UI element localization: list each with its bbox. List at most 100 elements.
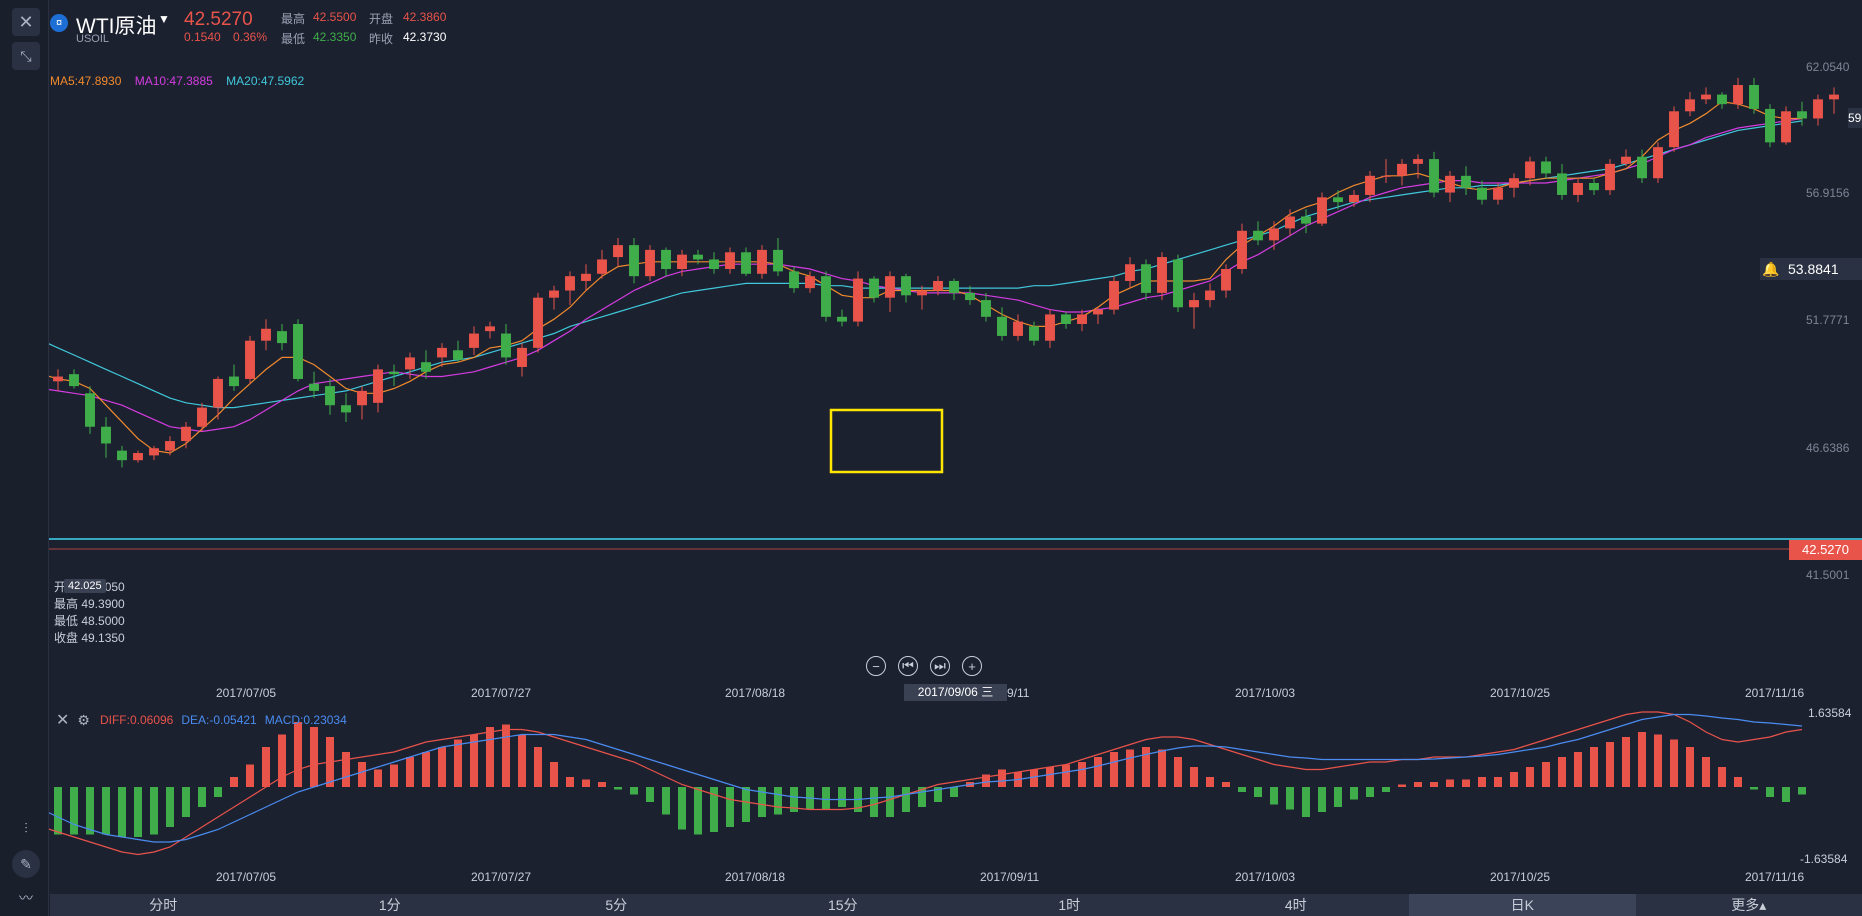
candle-body xyxy=(1525,161,1535,179)
macd-bar xyxy=(134,787,142,837)
candle-body xyxy=(1765,108,1775,143)
candle-body xyxy=(1205,290,1215,301)
close-icon[interactable]: ✕ xyxy=(12,8,40,36)
tab-timeframe[interactable]: 1分 xyxy=(378,897,401,913)
jump-start-icon[interactable]: ⏮ xyxy=(898,656,918,676)
candle-body xyxy=(1797,111,1807,119)
macd-bar xyxy=(1494,777,1502,787)
price-axis-label: 62.0540 xyxy=(1806,60,1850,74)
macd-bar xyxy=(1030,769,1038,787)
candle-body xyxy=(741,252,751,274)
macd-close-icon[interactable]: ✕ xyxy=(56,712,70,729)
candle-body xyxy=(1061,314,1071,324)
macd-bar xyxy=(1046,767,1054,787)
macd-axis-top: 1.63584 xyxy=(1808,706,1852,720)
candle-body xyxy=(1349,194,1359,203)
candle-body xyxy=(341,405,351,413)
macd-bar xyxy=(1446,779,1454,787)
tab-timeframe[interactable]: 15分 xyxy=(827,897,858,913)
macd-bar xyxy=(1094,757,1102,787)
zoom-out-icon[interactable]: − xyxy=(866,656,886,676)
candle-body xyxy=(997,316,1007,336)
candle-body xyxy=(1669,111,1679,148)
macd-bar xyxy=(646,787,654,802)
candle-style-icon[interactable]: ⫶ xyxy=(24,819,28,836)
candle-body xyxy=(181,426,191,442)
indicator-icon[interactable]: 〰 xyxy=(19,890,33,906)
zoom-in-icon[interactable]: + xyxy=(962,656,982,676)
macd-bar xyxy=(1270,787,1278,805)
symbol-dropdown-icon[interactable]: ▼ xyxy=(158,12,170,26)
macd-bar xyxy=(758,787,766,817)
macd-bar xyxy=(1382,787,1390,792)
tab-timeframe-active[interactable]: 日K xyxy=(1409,894,1636,916)
macd-bar xyxy=(102,787,110,835)
macd-bar xyxy=(1206,777,1214,787)
tab-timeframe[interactable]: 4时 xyxy=(1284,897,1307,913)
bell-icon[interactable]: 🔔 xyxy=(1762,261,1780,277)
macd-bar xyxy=(598,782,606,787)
candle-body xyxy=(261,328,271,341)
candle-body xyxy=(1637,156,1647,179)
macd-bar xyxy=(1734,777,1742,787)
macd-bar xyxy=(438,747,446,787)
macd-bar xyxy=(358,762,366,787)
date-axis-label: 9/11 xyxy=(1007,686,1030,700)
alert-price-tag[interactable]: 🔔 53.8841 xyxy=(1760,258,1862,280)
macd-bar xyxy=(1750,787,1758,790)
tab-timeframe[interactable]: 1时 xyxy=(1058,897,1081,913)
candle-body xyxy=(1397,163,1407,176)
collapse-icon[interactable]: ⤡ xyxy=(12,42,40,70)
symbol-name[interactable]: WTI原油 xyxy=(76,15,157,38)
macd-bar xyxy=(518,734,526,787)
candle-body xyxy=(1141,264,1151,293)
candle-body xyxy=(1493,187,1503,200)
candle-body xyxy=(1413,159,1423,164)
candle-body xyxy=(1269,228,1279,241)
macd-bar xyxy=(1142,747,1150,787)
candle-body xyxy=(1253,230,1263,241)
candle-body xyxy=(597,259,607,274)
macd-bar xyxy=(1574,752,1582,787)
candle-body xyxy=(1477,187,1487,200)
tab-more[interactable]: 更多▴ xyxy=(1731,897,1767,913)
tab-timeframe[interactable]: 分时 xyxy=(149,897,178,913)
macd-bar xyxy=(742,787,750,822)
macd-bar xyxy=(1718,767,1726,787)
macd-value-label: MACD:0.23034 xyxy=(264,713,347,727)
macd-bar xyxy=(630,787,638,795)
candle-body xyxy=(1685,99,1695,112)
macd-bar xyxy=(1110,752,1118,787)
candle-body xyxy=(1221,269,1231,291)
macd-bar xyxy=(1398,784,1406,787)
tab-timeframe[interactable]: 5分 xyxy=(605,897,628,913)
ma-legend: MA5:47.8930 MA10:47.3885 MA20:47.5962 xyxy=(50,74,314,88)
candle-body xyxy=(517,347,527,367)
macd-settings-icon[interactable]: ⚙ xyxy=(77,711,90,728)
macd-bar xyxy=(662,787,670,815)
candle-body xyxy=(709,259,719,270)
candle-body xyxy=(1429,159,1439,193)
macd-bar xyxy=(278,734,286,787)
candle-body xyxy=(1445,175,1455,193)
macd-bar xyxy=(1622,737,1630,787)
candle-body xyxy=(213,378,223,408)
jump-end-icon[interactable]: ⏭ xyxy=(930,656,950,676)
macd-bar xyxy=(566,777,574,787)
stat-low-value: 42.3350 xyxy=(313,30,357,44)
pencil-icon[interactable]: ✎ xyxy=(12,850,40,878)
stat-open-label: 开盘 xyxy=(369,12,394,26)
macd-bar xyxy=(70,787,78,835)
candle-body xyxy=(933,280,943,291)
macd-bar xyxy=(454,739,462,787)
candle-body xyxy=(661,249,671,270)
candle-body xyxy=(1589,182,1599,191)
macd-bar xyxy=(982,774,990,787)
candle-body xyxy=(1077,314,1087,324)
candle-body xyxy=(245,340,255,379)
macd-bar xyxy=(1670,739,1678,787)
stat-prevclose-value: 42.3730 xyxy=(403,30,447,44)
macd-bar xyxy=(390,764,398,787)
candle-body xyxy=(693,254,703,260)
